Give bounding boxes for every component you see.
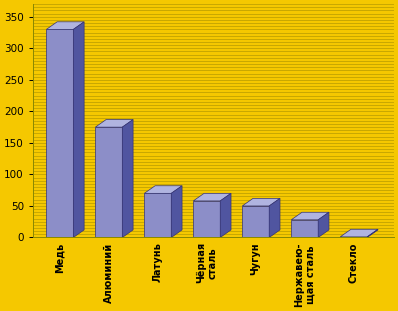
Polygon shape bbox=[122, 119, 133, 238]
Polygon shape bbox=[367, 229, 378, 238]
Polygon shape bbox=[340, 229, 378, 237]
Polygon shape bbox=[193, 201, 220, 238]
Polygon shape bbox=[242, 198, 280, 206]
Polygon shape bbox=[220, 193, 231, 238]
Polygon shape bbox=[47, 22, 84, 29]
Polygon shape bbox=[291, 220, 318, 238]
Polygon shape bbox=[144, 186, 182, 193]
Polygon shape bbox=[96, 119, 133, 127]
Polygon shape bbox=[193, 193, 231, 201]
Polygon shape bbox=[269, 198, 280, 238]
Polygon shape bbox=[96, 127, 122, 238]
Polygon shape bbox=[291, 212, 329, 220]
Polygon shape bbox=[340, 237, 367, 238]
Polygon shape bbox=[242, 206, 269, 238]
Polygon shape bbox=[171, 186, 182, 238]
Polygon shape bbox=[144, 193, 171, 238]
Polygon shape bbox=[47, 29, 73, 238]
Polygon shape bbox=[318, 212, 329, 238]
Polygon shape bbox=[73, 22, 84, 238]
